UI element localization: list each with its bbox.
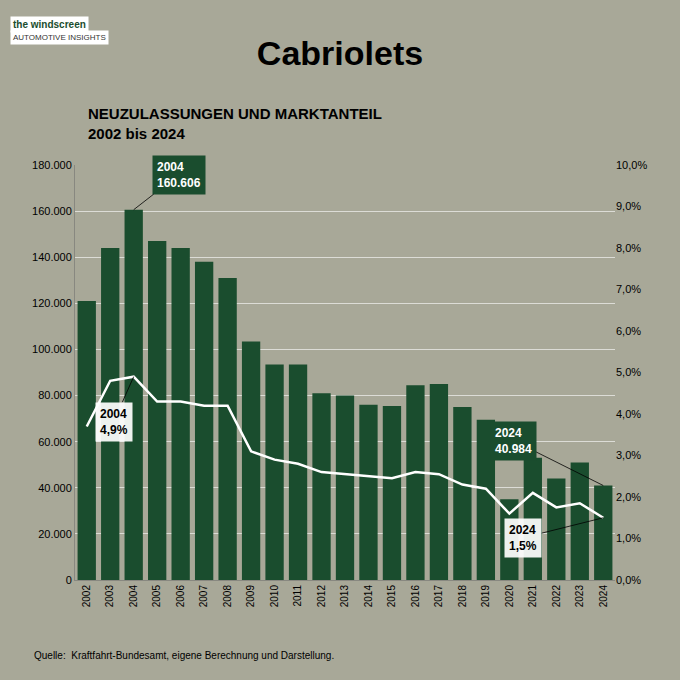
svg-text:120.000: 120.000 [32,297,72,309]
svg-text:180.000: 180.000 [32,159,72,171]
svg-text:7,0%: 7,0% [616,283,641,295]
svg-text:2018: 2018 [457,585,468,608]
svg-text:0: 0 [66,574,72,586]
svg-text:2014: 2014 [363,585,374,608]
svg-text:2012: 2012 [316,585,327,608]
svg-text:20044,9%: 20044,9% [100,407,128,437]
svg-text:80.000: 80.000 [38,389,72,401]
svg-text:60.000: 60.000 [38,436,72,448]
svg-text:0,0%: 0,0% [616,574,641,586]
svg-text:2007: 2007 [198,585,209,608]
svg-text:2021: 2021 [527,585,538,608]
svg-text:20.000: 20.000 [38,528,72,540]
svg-text:2015: 2015 [386,585,397,608]
svg-text:2009: 2009 [245,585,256,608]
svg-text:2004160.606: 2004160.606 [157,160,201,190]
svg-text:2005: 2005 [151,585,162,608]
svg-text:2011: 2011 [292,585,303,607]
svg-text:6,0%: 6,0% [616,325,641,337]
svg-text:5,0%: 5,0% [616,366,641,378]
svg-text:2008: 2008 [222,585,233,608]
svg-text:40.000: 40.000 [38,482,72,494]
svg-text:2020: 2020 [504,585,515,608]
svg-text:4,0%: 4,0% [616,408,641,420]
svg-text:AUTOMOTIVE INSIGHTS: AUTOMOTIVE INSIGHTS [13,33,106,42]
svg-text:2002: 2002 [81,585,92,608]
svg-text:9,0%: 9,0% [616,200,641,212]
svg-text:2023: 2023 [574,585,585,608]
svg-text:160.000: 160.000 [32,205,72,217]
svg-text:Quelle: Kraftfahrt-Bundesamt,: Quelle: Kraftfahrt-Bundesamt, eigene Ber… [34,650,334,661]
svg-text:202440.984: 202440.984 [495,426,532,456]
svg-text:2013: 2013 [339,585,350,608]
svg-text:2016: 2016 [410,585,421,608]
svg-text:Cabriolets: Cabriolets [257,34,423,72]
svg-text:2004: 2004 [128,585,139,608]
svg-text:20241,5%: 20241,5% [509,523,537,553]
svg-text:1,0%: 1,0% [616,532,641,544]
svg-text:the windscreen: the windscreen [13,19,86,30]
svg-text:2017: 2017 [433,585,444,608]
svg-text:100.000: 100.000 [32,343,72,355]
svg-text:2019: 2019 [480,585,491,608]
svg-text:2022: 2022 [551,585,562,608]
svg-text:2006: 2006 [175,585,186,608]
svg-text:10,0%: 10,0% [616,159,647,171]
svg-text:8,0%: 8,0% [616,242,641,254]
svg-text:NEUZULASSUNGEN UND MARKTANTEIL: NEUZULASSUNGEN UND MARKTANTEIL2002 bis 2… [88,105,382,142]
svg-text:2024: 2024 [598,585,609,608]
svg-text:2,0%: 2,0% [616,491,641,503]
svg-text:2010: 2010 [269,585,280,608]
svg-text:3,0%: 3,0% [616,449,641,461]
svg-text:140.000: 140.000 [32,251,72,263]
svg-text:2003: 2003 [104,585,115,608]
